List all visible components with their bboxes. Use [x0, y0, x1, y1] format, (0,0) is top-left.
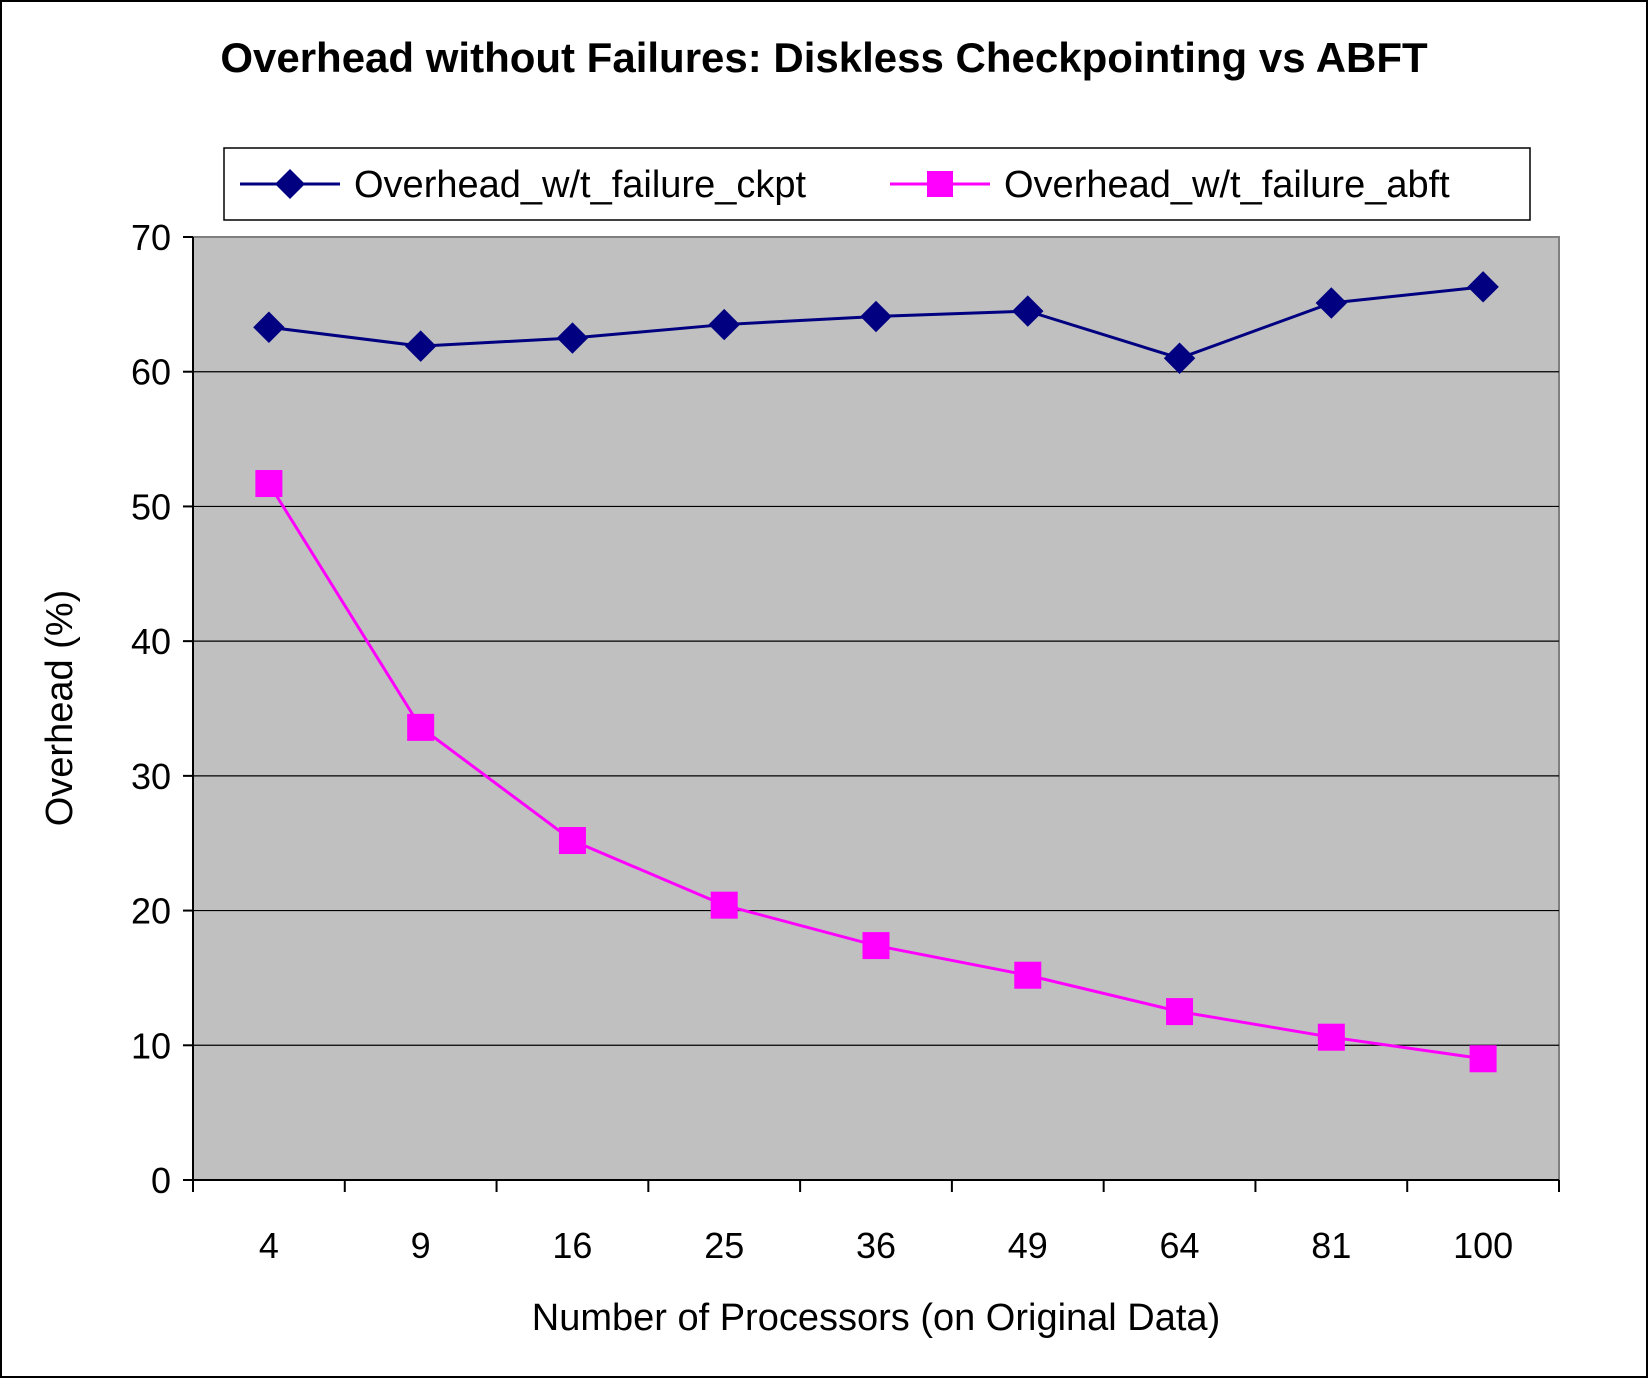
- x-tick-label: 64: [1160, 1225, 1200, 1266]
- legend-label-abft: Overhead_w/t_failure_abft: [1004, 164, 1450, 206]
- y-tick-label: 50: [131, 486, 171, 527]
- y-tick-label: 30: [131, 756, 171, 797]
- x-tick-label: 100: [1453, 1225, 1513, 1266]
- y-tick-label: 20: [131, 891, 171, 932]
- y-tick-label: 40: [131, 621, 171, 662]
- data-point: [1469, 1045, 1497, 1073]
- y-axis-label: Overhead (%): [39, 590, 81, 827]
- x-tick-label: 4: [259, 1225, 279, 1266]
- chart-title: Overhead without Failures: Diskless Chec…: [220, 34, 1428, 81]
- legend-label-ckpt: Overhead_w/t_failure_ckpt: [354, 164, 806, 206]
- x-axis-label: Number of Processors (on Original Data): [532, 1297, 1220, 1339]
- data-point: [1317, 1023, 1345, 1051]
- x-tick-label: 81: [1311, 1225, 1351, 1266]
- y-tick-label: 0: [151, 1160, 171, 1201]
- legend-marker-ckpt: [275, 169, 305, 199]
- y-tick-label: 10: [131, 1025, 171, 1066]
- data-point: [1163, 342, 1196, 374]
- x-tick-label: 49: [1008, 1225, 1048, 1266]
- data-point: [255, 470, 283, 498]
- y-tick-label: 70: [131, 217, 171, 258]
- legend: Overhead_w/t_failure_ckpt Overhead_w/t_f…: [223, 147, 1531, 221]
- x-tick-label: 16: [552, 1225, 592, 1266]
- data-point: [1315, 287, 1348, 319]
- data-point: [708, 308, 740, 341]
- data-point: [253, 311, 285, 343]
- data-point: [1166, 998, 1194, 1026]
- x-tick-label: 25: [704, 1225, 744, 1266]
- data-point: [556, 322, 589, 354]
- y-axis-ticks: 0 10 20 30 40 50 60 70: [131, 217, 193, 1201]
- data-point: [407, 713, 435, 741]
- legend-marker-abft: [927, 171, 953, 197]
- data-point: [1012, 295, 1044, 327]
- legend-box: [223, 147, 1531, 221]
- y-tick-label: 60: [131, 352, 171, 393]
- series-layer: [253, 271, 1499, 1073]
- data-point: [558, 827, 586, 855]
- x-tick-label: 36: [856, 1225, 896, 1266]
- data-point: [404, 330, 437, 362]
- data-point: [710, 891, 738, 919]
- plot-area: [192, 236, 1560, 1181]
- x-tick-label: 9: [411, 1225, 431, 1266]
- series-1: [255, 470, 1497, 1073]
- data-point: [1014, 961, 1042, 989]
- series-0: [253, 271, 1499, 374]
- data-point: [862, 932, 890, 960]
- x-axis-ticks: 4 9 16 25 36 49 64 81 100: [192, 1180, 1560, 1266]
- data-point: [860, 300, 892, 333]
- data-point: [1467, 271, 1499, 303]
